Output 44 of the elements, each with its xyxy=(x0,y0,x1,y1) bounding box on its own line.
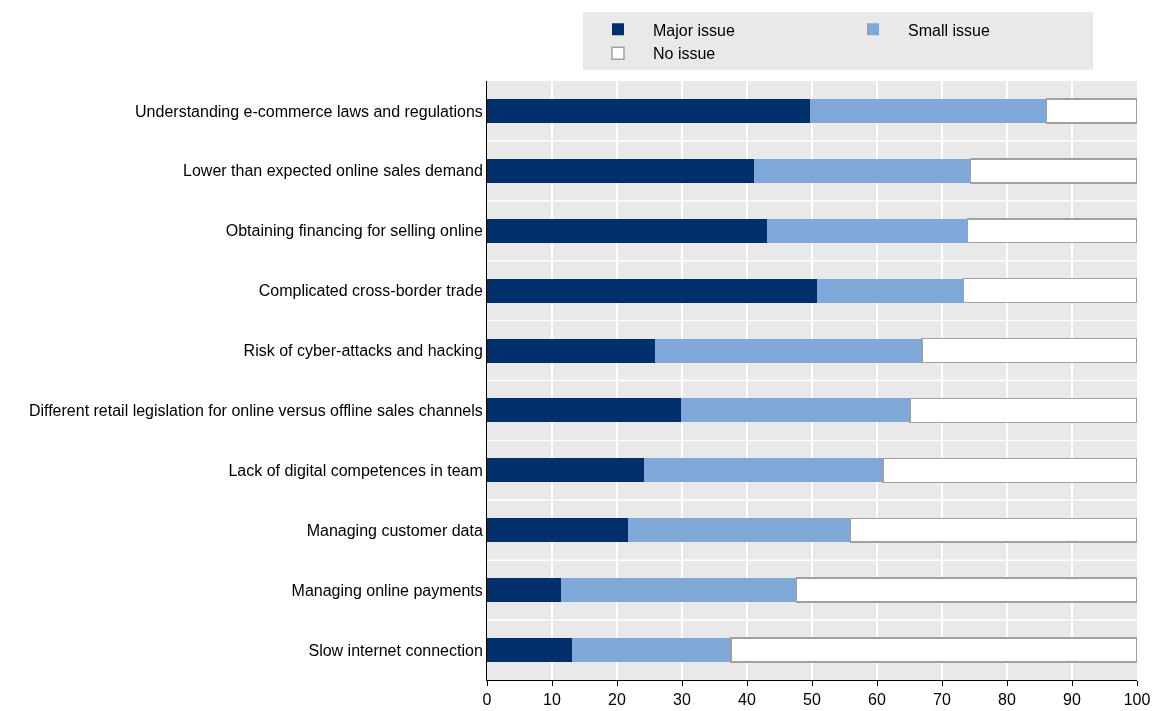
y-tick-label: Understanding e-commerce laws and regulations xyxy=(135,102,483,120)
y-tick-label: Obtaining financing for selling online xyxy=(225,222,483,240)
bar xyxy=(810,98,1047,123)
x-tick-label: 40 xyxy=(738,691,756,709)
y-tick-label: Complicated cross-border trade xyxy=(258,282,483,300)
y-tick-label: Managing customer data xyxy=(306,521,483,539)
x-tick-label: 100 xyxy=(1123,691,1151,709)
bar xyxy=(681,398,911,423)
bar xyxy=(487,338,655,363)
x-tick-label: 10 xyxy=(543,691,561,709)
bar xyxy=(643,458,883,483)
bar xyxy=(487,398,682,423)
bar xyxy=(628,518,851,543)
bar xyxy=(816,278,964,303)
bar xyxy=(487,158,754,183)
y-tick-label: Lack of digital competences in team xyxy=(228,461,483,479)
bar xyxy=(487,98,811,123)
y-tick-label: Managing online payments xyxy=(291,581,483,599)
bar xyxy=(654,338,922,363)
y-tick-label: Slow internet connection xyxy=(308,641,483,659)
x-tick-label: 90 xyxy=(1063,691,1081,709)
x-tick-label: 30 xyxy=(673,691,691,709)
bar xyxy=(487,578,562,603)
bar xyxy=(487,218,767,243)
bar xyxy=(487,518,629,543)
legend-label: Small issue xyxy=(908,21,990,39)
legend-label: Major issue xyxy=(653,21,735,39)
x-tick-label: 60 xyxy=(868,691,886,709)
legend-label: No issue xyxy=(653,45,716,63)
y-tick-label: Different retail legislation for online versus offline sales channels xyxy=(28,402,483,420)
bar xyxy=(572,638,731,663)
bar xyxy=(487,458,644,483)
bar xyxy=(487,638,573,663)
bar xyxy=(487,278,817,303)
x-tick-label: 70 xyxy=(933,691,951,709)
bar xyxy=(766,218,968,243)
x-tick-label: 0 xyxy=(482,691,492,709)
x-tick-label: 50 xyxy=(803,691,821,709)
x-tick-label: 20 xyxy=(608,691,626,709)
x-tick-label: 80 xyxy=(998,691,1016,709)
bar xyxy=(561,578,797,603)
y-tick-label: Lower than expected online sales demand xyxy=(183,162,483,180)
bar xyxy=(753,158,971,183)
y-tick-label: Risk of cyber-attacks and hacking xyxy=(243,342,483,360)
